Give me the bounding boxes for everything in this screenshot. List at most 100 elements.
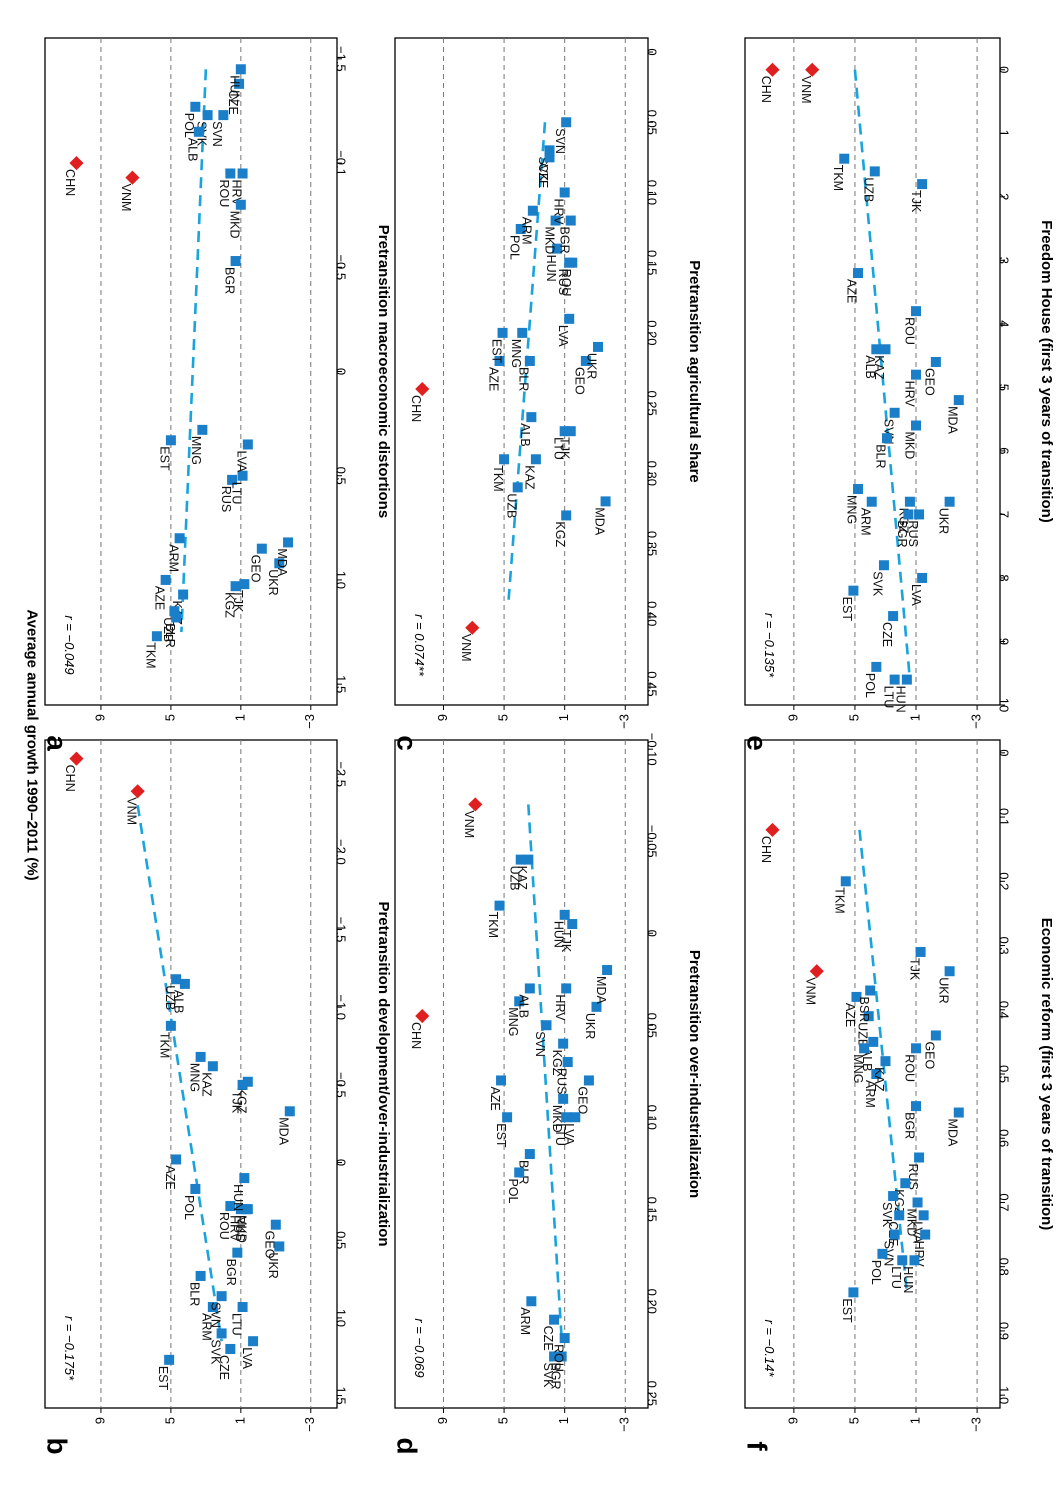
point-svn bbox=[216, 1291, 227, 1302]
point-est bbox=[502, 1112, 513, 1123]
point-label: RUS bbox=[906, 520, 920, 546]
point-label: MKD bbox=[903, 431, 917, 459]
point-label: HRV bbox=[903, 381, 917, 408]
x-tick-label: 0.1 bbox=[996, 808, 1011, 826]
point-label: BSR bbox=[857, 997, 871, 1023]
point-bgr bbox=[565, 215, 576, 226]
point-label: LTU bbox=[229, 1313, 243, 1336]
correlation-label: r = −0.175* bbox=[62, 1316, 77, 1381]
point-label: UZB bbox=[161, 617, 175, 642]
point-ltu bbox=[561, 1112, 572, 1123]
panel-letter: c bbox=[392, 735, 423, 751]
point-cze bbox=[544, 152, 555, 163]
y-tick-label: 9 bbox=[92, 1417, 107, 1424]
point-label: EST bbox=[840, 1298, 854, 1323]
point-label: UKR bbox=[936, 977, 950, 1003]
point-label: UZB bbox=[855, 1022, 869, 1047]
panel-a: 9 5 1 −3 −1.5 −0.1 −0.5 0 0.5 1.0 1.5 Pretransition… bbox=[42, 37, 392, 751]
point-svk bbox=[549, 1351, 560, 1362]
point-tkm bbox=[840, 876, 851, 887]
point-label: AZE bbox=[163, 1165, 177, 1189]
x-tick-label: 7 bbox=[996, 511, 1011, 518]
x-tick-label: 10 bbox=[996, 698, 1011, 712]
point-arm bbox=[526, 1296, 537, 1307]
point-rou bbox=[225, 168, 236, 179]
point-svn bbox=[541, 1020, 552, 1031]
x-tick-label: 0.15 bbox=[644, 250, 659, 275]
point-aze bbox=[171, 1154, 182, 1165]
y-tick-label: 9 bbox=[785, 714, 800, 721]
correlation-label: r = 0.074** bbox=[412, 614, 427, 677]
point-label: MNG bbox=[506, 1007, 520, 1036]
point-label: TJK bbox=[231, 590, 245, 613]
point-label: BLR bbox=[163, 623, 177, 647]
point-tjk bbox=[239, 579, 250, 590]
point-label: KAZ bbox=[872, 1067, 886, 1092]
point-uzb bbox=[869, 166, 880, 177]
x-tick-label: 0 bbox=[333, 368, 348, 375]
point-label: EST bbox=[158, 446, 172, 471]
point-label: HUN bbox=[231, 1184, 245, 1211]
point-label: UKR bbox=[936, 508, 950, 534]
point-ukr bbox=[274, 558, 285, 569]
y-tick-label: 5 bbox=[496, 714, 511, 721]
correlation-label: r = −0.14* bbox=[762, 1319, 777, 1377]
point-cze bbox=[549, 1314, 560, 1325]
x-tick-label: −0.10 bbox=[644, 733, 659, 766]
point-label: POL bbox=[506, 1178, 520, 1203]
point-pol bbox=[190, 1183, 201, 1194]
point-mkd bbox=[911, 420, 922, 431]
point-alb bbox=[193, 126, 204, 137]
x-axis-title: Economic reform (first 3 years of transi… bbox=[1038, 918, 1055, 1231]
point-label: EST bbox=[494, 1123, 508, 1148]
y-tick-label: 1 bbox=[556, 714, 571, 721]
x-tick-label: 5 bbox=[996, 384, 1011, 391]
point-tjk bbox=[915, 946, 926, 957]
point-label: HRV bbox=[228, 1215, 242, 1242]
point-label: CZE bbox=[226, 90, 240, 115]
shared-y-axis-label: Average annual growth 1990–2011 (%) bbox=[23, 609, 41, 881]
plot-frame bbox=[744, 37, 1001, 706]
point-hun bbox=[235, 64, 246, 75]
correlation-label: r = −0.049 bbox=[62, 615, 77, 674]
point-rou bbox=[225, 1201, 236, 1212]
point-label: UZB bbox=[507, 866, 521, 891]
point-kaz bbox=[178, 589, 189, 600]
x-tick-label: 4 bbox=[996, 320, 1011, 327]
point-vnm bbox=[130, 784, 145, 799]
point-svn bbox=[561, 117, 572, 128]
point-label: UKR bbox=[585, 353, 599, 379]
point-mkd bbox=[558, 1093, 569, 1104]
x-tick-label: 0.05 bbox=[644, 110, 659, 135]
point-label: SVN bbox=[553, 128, 567, 154]
point-hun bbox=[901, 674, 912, 685]
point-label: RUS bbox=[219, 486, 233, 512]
x-tick-label: −0.5 bbox=[333, 254, 348, 280]
point-chn bbox=[765, 822, 780, 837]
point-uzb bbox=[171, 974, 182, 985]
point-label: POL bbox=[182, 113, 196, 138]
point-ltu bbox=[889, 674, 900, 685]
x-tick-label: 0.9 bbox=[996, 1322, 1011, 1340]
correlation-label: r = −0.135* bbox=[762, 613, 777, 678]
point-chn bbox=[415, 381, 430, 397]
point-est bbox=[165, 435, 176, 446]
x-tick-label: 0.20 bbox=[644, 320, 659, 345]
y-tick-label: 5 bbox=[846, 1417, 861, 1424]
point-label: VNM bbox=[459, 634, 473, 662]
point-est bbox=[848, 1287, 859, 1298]
point-mda bbox=[602, 965, 613, 976]
point-label: ARM bbox=[518, 1307, 532, 1335]
point-label: HUN bbox=[894, 686, 908, 713]
point-hrv bbox=[561, 983, 572, 994]
point-vnm bbox=[465, 620, 480, 635]
point-tkm bbox=[839, 153, 850, 164]
point-label: KAZ bbox=[523, 465, 537, 490]
panel-b: 9 5 1 −3 −2.5 −2.0 −1.5 −1.0 −0.5 0 0.5 1.0 1.5 Pretr… bbox=[42, 739, 392, 1455]
y-tick-label: 5 bbox=[496, 1417, 511, 1424]
point-label: CHN bbox=[759, 836, 773, 863]
point-tjk bbox=[917, 179, 928, 190]
x-axis-title: Pretransition over-industrialization bbox=[686, 950, 703, 1198]
point-label: LTU bbox=[229, 482, 243, 505]
